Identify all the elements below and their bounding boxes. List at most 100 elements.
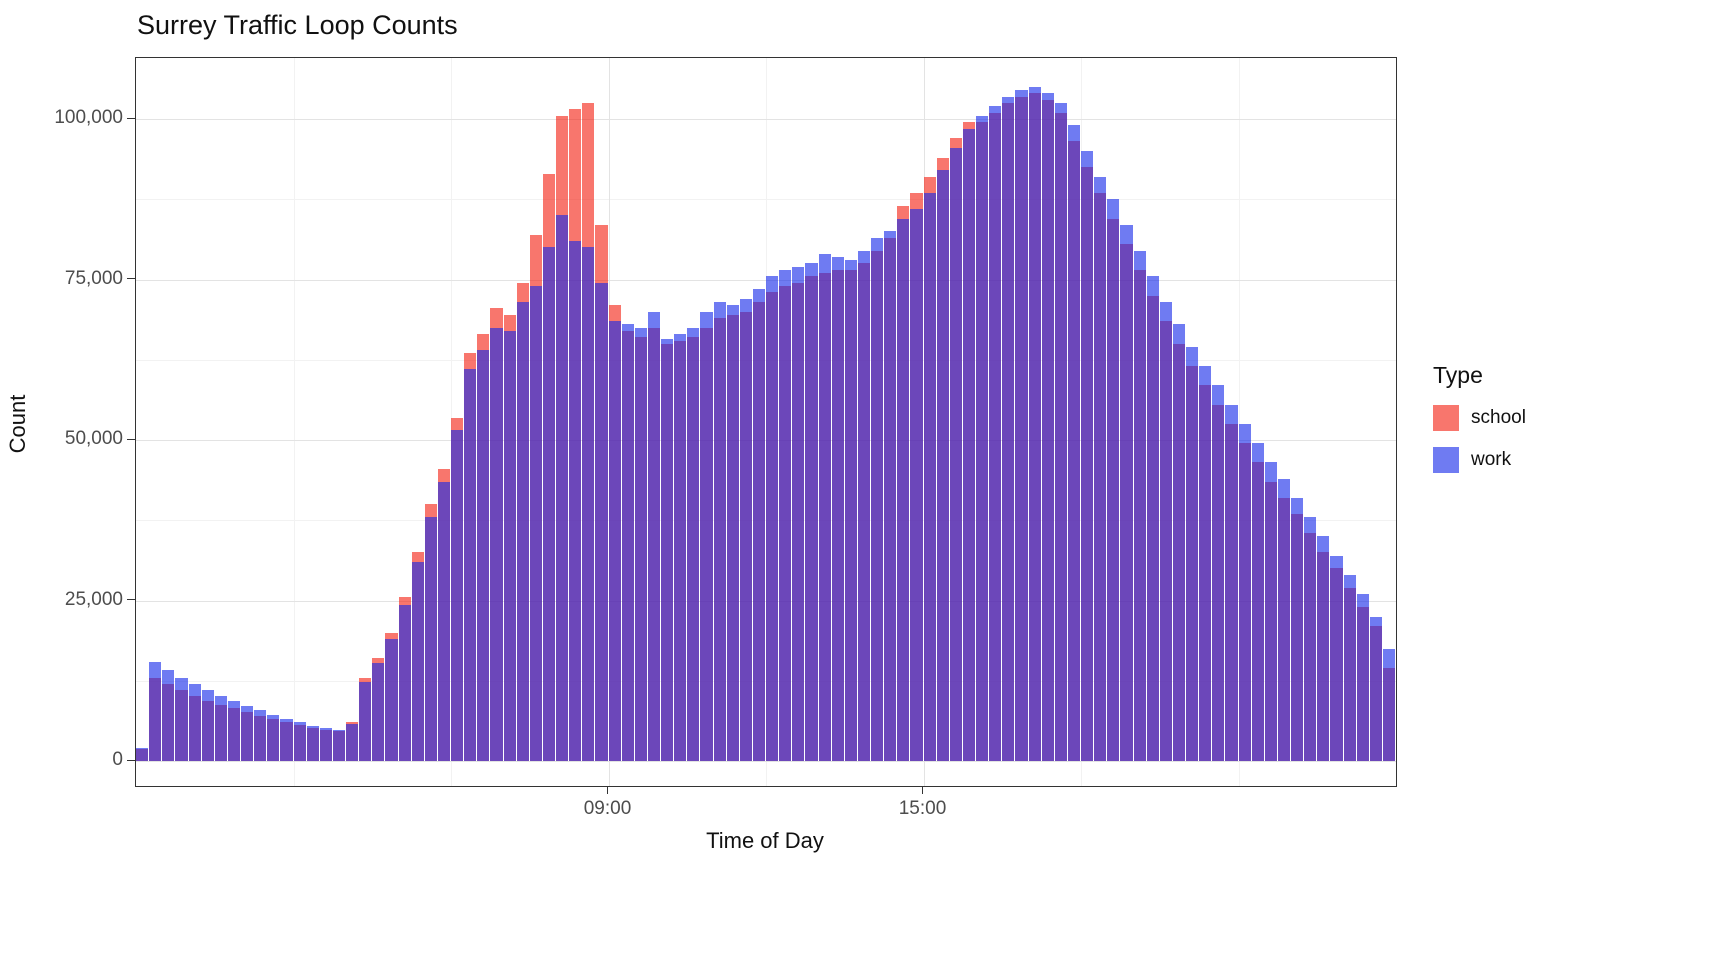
bar-work xyxy=(949,147,962,761)
bar-slot xyxy=(1382,58,1396,786)
bar-slot xyxy=(1238,58,1251,786)
bar-work xyxy=(1382,648,1396,761)
gridline-minor-v xyxy=(293,58,295,786)
bar-slot xyxy=(1317,58,1330,786)
bar-work xyxy=(1225,404,1238,761)
bar-slot xyxy=(923,58,936,786)
bar-work xyxy=(175,677,188,761)
bar-work xyxy=(372,663,385,761)
bar-work xyxy=(1081,151,1094,761)
bar-slot xyxy=(700,58,713,786)
bar-work xyxy=(1107,199,1120,761)
bar-slot xyxy=(713,58,726,786)
bar-slot xyxy=(779,58,792,786)
bar-work xyxy=(306,725,319,761)
bar-slot xyxy=(1002,58,1015,786)
bar-work xyxy=(398,605,411,761)
bar-work xyxy=(1238,423,1251,761)
bar-work xyxy=(1356,594,1369,761)
bar-slot xyxy=(1067,58,1081,786)
x-axis-title: Time of Day xyxy=(706,828,824,853)
bar-slot xyxy=(451,58,464,786)
bar-work xyxy=(779,269,792,761)
bar-slot xyxy=(398,58,411,786)
bar-work xyxy=(910,208,923,761)
bar-slot xyxy=(1330,58,1343,786)
y-tick-mark xyxy=(127,117,135,119)
y-tick-mark xyxy=(127,759,135,761)
bar-slot xyxy=(608,58,621,786)
bar-slot xyxy=(621,58,634,786)
legend-label-work: work xyxy=(1471,449,1512,470)
bar-slot xyxy=(569,58,582,786)
bar-slot xyxy=(1094,58,1107,786)
bar-slot xyxy=(582,58,595,786)
bar-work xyxy=(503,330,516,761)
bar-work xyxy=(490,327,503,761)
bar-slot xyxy=(844,58,857,786)
bar-work xyxy=(1199,366,1212,761)
bar-slot xyxy=(464,58,477,786)
bar-work xyxy=(1015,90,1028,761)
bar-slot xyxy=(674,58,687,786)
bar-work xyxy=(136,748,149,761)
x-tick-mark xyxy=(607,786,608,794)
bar-slot xyxy=(805,58,818,786)
bar-work xyxy=(766,276,779,761)
bar-slot xyxy=(319,58,332,786)
bar-slot xyxy=(346,58,359,786)
bar-slot xyxy=(1159,58,1172,786)
bar-slot xyxy=(962,58,976,786)
bar-slot xyxy=(1028,58,1041,786)
bar-work xyxy=(857,250,871,761)
bar-work xyxy=(989,106,1002,761)
bar-slot xyxy=(766,58,779,786)
bar-slot xyxy=(989,58,1002,786)
bar-slot xyxy=(910,58,923,786)
bar-slot xyxy=(1081,58,1094,786)
legend-label-school: school xyxy=(1471,407,1526,428)
bar-work xyxy=(1133,250,1146,761)
bar-work xyxy=(385,639,398,761)
bar-slot xyxy=(976,58,989,786)
bar-work xyxy=(1277,478,1291,761)
bar-work xyxy=(293,722,306,761)
bar-work xyxy=(201,690,214,761)
bar-work xyxy=(739,298,752,761)
bar-slot xyxy=(897,58,910,786)
bar-work xyxy=(542,247,556,761)
bar-work xyxy=(661,338,674,761)
bar-work xyxy=(818,253,831,761)
bar-slot xyxy=(293,58,306,786)
bar-slot xyxy=(1343,58,1356,786)
bar-work xyxy=(241,705,254,761)
y-tick-label: 100,000 xyxy=(54,107,123,128)
bar-slot xyxy=(752,58,766,786)
bar-slot xyxy=(1369,58,1382,786)
x-tick-mark xyxy=(922,786,923,794)
bar-work xyxy=(227,700,241,761)
bar-slot xyxy=(503,58,516,786)
bar-work xyxy=(424,517,437,761)
bar-work xyxy=(569,240,582,761)
bar-work xyxy=(1120,224,1133,761)
gridline-minor-v xyxy=(1238,58,1240,786)
bar-slot xyxy=(372,58,385,786)
bar-work xyxy=(280,718,293,761)
bar-work xyxy=(319,728,332,761)
bar-work xyxy=(411,561,424,761)
legend-item-work: work xyxy=(1433,447,1526,473)
bar-slot xyxy=(634,58,647,786)
bar-slot xyxy=(1120,58,1133,786)
bar-slot xyxy=(149,58,162,786)
bar-slot xyxy=(516,58,529,786)
bar-slot xyxy=(1199,58,1212,786)
bar-work xyxy=(1186,346,1199,761)
bar-slot xyxy=(136,58,149,786)
y-tick-label: 25,000 xyxy=(64,588,123,610)
bar-work xyxy=(792,266,805,761)
bar-work xyxy=(1094,176,1107,761)
bar-slot xyxy=(661,58,674,786)
bar-work xyxy=(1330,555,1343,761)
bar-slot xyxy=(241,58,254,786)
